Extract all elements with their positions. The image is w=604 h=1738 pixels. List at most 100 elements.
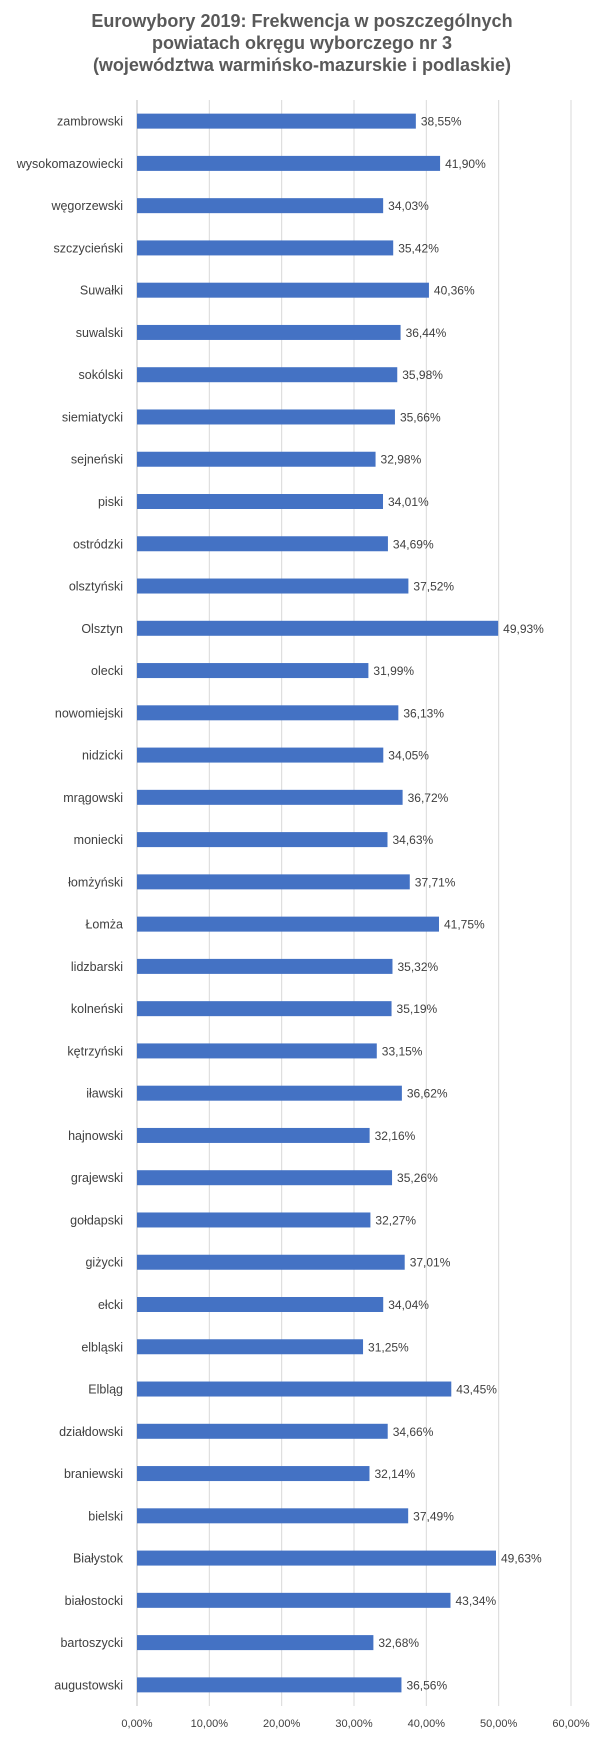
category-label-30: Elbląg [88,1383,123,1397]
bar-0 [137,113,416,129]
data-label-10: 34,69% [393,537,434,551]
bar-13 [137,663,369,679]
data-label-6: 35,98% [402,368,443,382]
category-label-27: giżycki [85,1256,123,1270]
bar-17 [137,832,388,848]
data-label-31: 34,66% [393,1425,434,1439]
bar-5 [137,324,401,340]
bar-1 [137,155,441,171]
chart-title-line-1: Eurowybory 2019: Frekwencja w poszczegól… [91,11,513,31]
data-label-24: 32,16% [375,1129,416,1143]
category-label-6: sokólski [79,368,123,382]
data-label-37: 36,56% [406,1678,447,1692]
category-label-10: ostródzki [73,537,123,551]
category-label-12: Olsztyn [81,622,123,636]
bar-35 [137,1592,451,1608]
bar-33 [137,1508,409,1524]
category-label-5: suwalski [76,326,123,340]
bar-10 [137,536,388,552]
x-tick-label-2: 20,00% [263,1718,301,1730]
bar-14 [137,705,399,721]
chart-title-line-3: (województwa warmińsko-mazurskie i podla… [92,55,512,75]
bar-29 [137,1339,364,1355]
bar-37 [137,1677,402,1693]
category-label-9: piski [98,495,123,509]
data-label-19: 41,75% [444,918,485,932]
bar-30 [137,1381,452,1397]
x-tick-label-3: 30,00% [335,1718,373,1730]
data-label-0: 38,55% [421,115,462,129]
data-label-36: 32,68% [378,1636,419,1650]
data-label-29: 31,25% [368,1340,409,1354]
data-label-25: 35,26% [397,1171,438,1185]
chart-title-line-2: powiatach okręgu wyborczego nr 3 [151,33,453,53]
data-label-15: 34,05% [388,749,429,763]
category-label-34: Białystok [73,1552,124,1566]
category-label-32: braniewski [64,1467,123,1481]
data-label-20: 35,32% [397,960,438,974]
data-label-23: 36,62% [407,1087,448,1101]
category-label-25: grajewski [71,1171,123,1185]
data-label-7: 35,66% [400,410,441,424]
data-label-13: 31,99% [373,664,414,678]
category-label-8: sejneński [71,453,123,467]
data-label-28: 34,04% [388,1298,429,1312]
bar-12 [137,620,499,636]
data-label-27: 37,01% [410,1256,451,1270]
bar-28 [137,1297,384,1312]
category-label-18: łomżyński [68,875,123,889]
bar-18 [137,874,410,890]
data-label-2: 34,03% [388,199,429,213]
data-label-33: 37,49% [413,1509,454,1523]
category-label-11: olsztyński [69,580,123,594]
category-label-17: moniecki [74,833,123,847]
bar-22 [137,1043,377,1059]
bar-6 [137,367,398,383]
data-label-14: 36,13% [403,706,444,720]
data-label-12: 49,93% [503,622,544,636]
data-label-16: 36,72% [408,791,449,805]
category-label-2: węgorzewski [50,199,123,213]
bar-31 [137,1423,388,1439]
bar-7 [137,409,395,425]
bar-32 [137,1466,370,1482]
bar-23 [137,1085,402,1101]
category-label-20: lidzbarski [71,960,123,974]
bar-24 [137,1127,370,1143]
x-tick-label-0: 0,00% [121,1718,152,1730]
data-label-9: 34,01% [388,495,429,509]
data-label-8: 32,98% [381,453,422,467]
category-label-37: augustowski [54,1678,123,1692]
category-label-0: zambrowski [57,115,123,129]
category-label-1: wysokomazowiecki [16,157,123,171]
data-label-26: 32,27% [375,1213,416,1227]
bar-9 [137,494,384,509]
category-label-29: elbląski [81,1340,123,1354]
category-label-35: białostocki [65,1594,123,1608]
bar-34 [137,1550,496,1566]
data-label-32: 32,14% [374,1467,415,1481]
data-label-17: 34,63% [392,833,433,847]
bar-27 [137,1254,405,1270]
data-label-1: 41,90% [445,157,486,171]
category-label-36: bartoszycki [60,1636,123,1650]
x-tick-label-6: 60,00% [552,1718,590,1730]
category-label-31: działdowski [59,1425,123,1439]
bar-16 [137,789,403,805]
bar-26 [137,1212,371,1228]
bar-2 [137,198,384,214]
category-label-19: Łomża [85,918,123,932]
category-label-4: Suwałki [80,284,123,298]
data-label-4: 40,36% [434,284,475,298]
data-label-5: 36,44% [406,326,447,340]
data-label-22: 33,15% [382,1044,423,1058]
category-label-16: mrągowski [63,791,123,805]
category-label-22: kętrzyński [67,1044,123,1058]
bar-36 [137,1635,374,1651]
x-tick-label-5: 50,00% [480,1718,518,1730]
category-label-13: olecki [91,664,123,678]
bar-8 [137,451,376,467]
category-label-26: gołdapski [70,1213,123,1227]
data-label-30: 43,45% [456,1383,497,1397]
